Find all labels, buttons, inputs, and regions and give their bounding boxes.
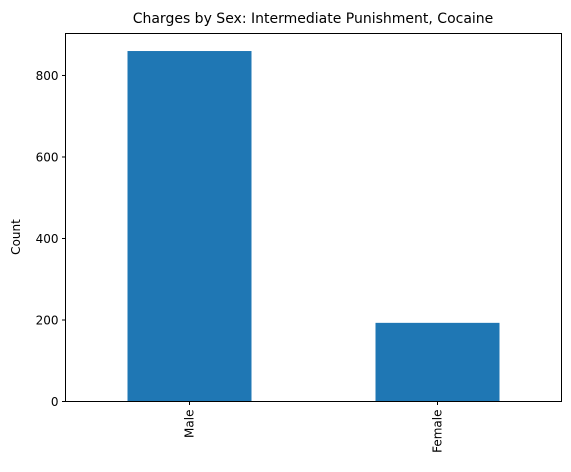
x-axis-ticks: Male Female <box>183 401 445 453</box>
y-tick-label: 0 <box>51 395 59 409</box>
y-tick-label: 200 <box>36 313 59 327</box>
bar-male <box>127 51 252 402</box>
plot-frame <box>65 33 562 402</box>
y-tick-label: 800 <box>36 69 59 83</box>
x-tick-label-male: Male <box>183 410 197 438</box>
y-axis-label: Count <box>9 219 23 255</box>
bar-female <box>375 322 500 402</box>
y-tick-label: 600 <box>36 150 59 164</box>
y-tick-label: 400 <box>36 232 59 246</box>
chart-title: Charges by Sex: Intermediate Punishment,… <box>133 11 494 27</box>
x-tick-label-female: Female <box>431 410 445 453</box>
y-axis-ticks: 0 200 400 600 800 <box>36 69 66 409</box>
bars-group <box>127 51 500 402</box>
